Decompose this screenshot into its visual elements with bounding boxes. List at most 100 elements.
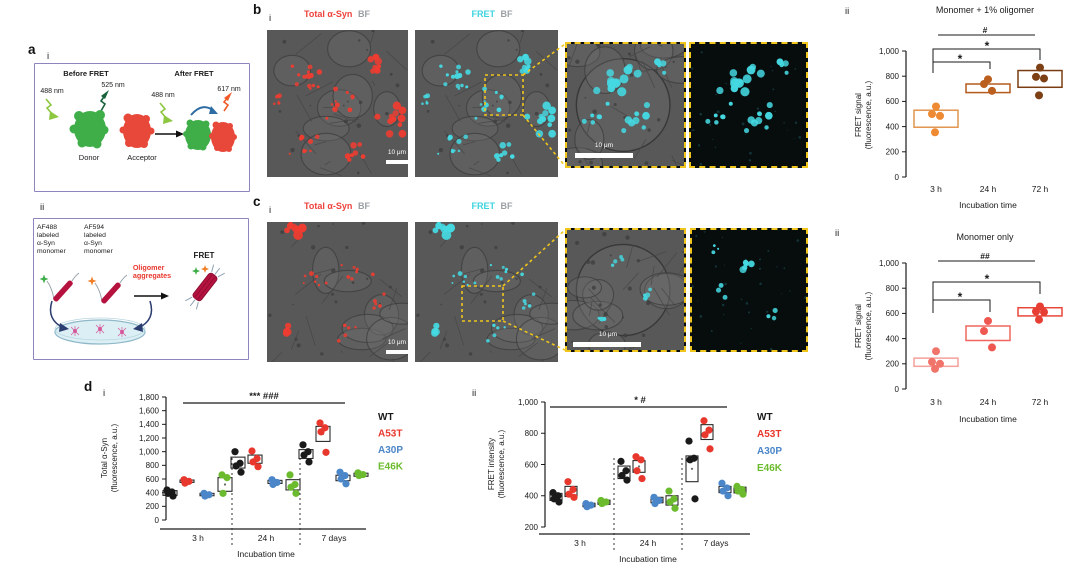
di-y-axis-label: Total α-Syn (fluorescence, a.u.) bbox=[100, 423, 119, 493]
micrograph bbox=[691, 44, 806, 166]
data-point bbox=[690, 454, 698, 462]
fluorescent-punctum bbox=[460, 83, 464, 88]
box bbox=[913, 109, 959, 128]
fluorescent-punctum bbox=[302, 149, 307, 154]
mean-dot bbox=[690, 467, 694, 470]
box bbox=[965, 83, 1011, 94]
fluorescent-punctum bbox=[499, 96, 504, 100]
box bbox=[617, 465, 631, 480]
data-point bbox=[200, 489, 208, 497]
box bbox=[733, 486, 747, 494]
data-point bbox=[724, 492, 732, 500]
mean-dot bbox=[273, 480, 277, 484]
y-tick-label: 1,000 bbox=[139, 447, 160, 456]
data-point bbox=[988, 343, 996, 352]
fluorescent-punctum bbox=[712, 244, 716, 248]
fluorescent-punctum bbox=[711, 250, 716, 255]
fluorescent-punctum bbox=[457, 149, 461, 153]
fret-assay-box bbox=[33, 218, 249, 360]
c-inset-scalebar-text: 10 μm bbox=[598, 331, 618, 338]
fluorescent-punctum bbox=[462, 280, 466, 284]
fluorescent-punctum bbox=[355, 267, 359, 271]
fluorescent-punctum bbox=[747, 260, 755, 268]
bf-label: BF bbox=[500, 201, 513, 211]
fluorescent-punctum bbox=[443, 82, 448, 87]
data-point bbox=[705, 426, 713, 434]
data-point bbox=[928, 110, 936, 118]
fluorescent-punctum bbox=[496, 107, 502, 113]
fret-intensity-timecourse: 200 400 600 800 1,000 3 h 24 h 7 days WT A53T A30P… bbox=[518, 395, 783, 550]
box bbox=[913, 357, 959, 368]
box bbox=[650, 496, 664, 504]
fluorescent-punctum bbox=[315, 274, 319, 279]
data-point bbox=[622, 467, 630, 475]
fluorescent-punctum bbox=[523, 302, 527, 306]
data-point bbox=[633, 467, 641, 475]
data-point bbox=[666, 498, 674, 506]
data-point bbox=[1032, 307, 1040, 316]
legend-WT: WT bbox=[378, 412, 394, 423]
data-point bbox=[236, 459, 244, 467]
data-point bbox=[602, 498, 610, 506]
fluorescent-punctum bbox=[446, 223, 456, 233]
data-point bbox=[223, 474, 231, 482]
box bbox=[217, 477, 233, 492]
data-point bbox=[650, 493, 658, 501]
box bbox=[335, 474, 351, 482]
fluorescent-punctum bbox=[496, 326, 500, 330]
fluorescent-punctum bbox=[388, 113, 394, 119]
fluorescent-punctum bbox=[613, 259, 618, 264]
af594-label: AF594 bbox=[126, 130, 148, 137]
di-x-axis-label: Incubation time bbox=[237, 549, 295, 559]
fluorescent-punctum bbox=[397, 122, 403, 128]
fret-signal-monomer: 0 200 400 600 800 1,000 3 h 24 h 72 h ## * * bbox=[879, 251, 1063, 407]
fluorescent-punctum bbox=[392, 101, 402, 110]
fluorescent-punctum bbox=[346, 275, 351, 279]
b-inset-scalebar-text: 10 μm bbox=[594, 142, 614, 149]
fluorescent-punctum bbox=[398, 129, 407, 138]
panel-b-label: b bbox=[253, 2, 262, 17]
data-point bbox=[201, 492, 209, 500]
fluorescent-punctum bbox=[311, 83, 316, 88]
micrograph bbox=[415, 30, 558, 177]
significance-text: *** ### bbox=[249, 391, 279, 402]
fluorescent-punctum bbox=[372, 299, 377, 303]
data-point bbox=[623, 476, 631, 484]
fluorescent-punctum bbox=[705, 118, 711, 124]
fluorescent-punctum bbox=[354, 326, 357, 329]
y-tick-label: 0 bbox=[155, 516, 160, 525]
c-scalebar-text: 10 μm bbox=[387, 339, 407, 346]
fluorescent-punctum bbox=[772, 307, 778, 314]
fluorescent-punctum bbox=[621, 127, 627, 134]
total-asyn-timecourse: 0 200 400 600 800 1,000 1,200 1,400 1,600 1,800 3 … bbox=[139, 391, 404, 545]
data-point bbox=[931, 364, 939, 373]
data-point bbox=[570, 493, 578, 501]
y-tick-label: 200 bbox=[525, 523, 539, 532]
x-tick-label: 7 days bbox=[703, 538, 728, 548]
mean-dot bbox=[738, 488, 742, 492]
fluorescent-punctum bbox=[360, 154, 366, 159]
fluorescent-punctum bbox=[483, 100, 486, 103]
bii-chart-title: Monomer + 1% oligomer bbox=[935, 5, 1035, 15]
bf-label: BF bbox=[500, 9, 513, 19]
data-point bbox=[671, 504, 679, 512]
y-tick-label: 200 bbox=[886, 360, 900, 369]
fluorescent-punctum bbox=[722, 294, 728, 300]
fluorescent-punctum bbox=[347, 107, 353, 113]
fluorescent-punctum bbox=[352, 150, 359, 156]
fluorescent-punctum bbox=[463, 274, 468, 279]
fluorescent-punctum bbox=[343, 323, 347, 328]
x-tick-label: 3 h bbox=[930, 184, 942, 194]
y-tick-label: 1,000 bbox=[879, 259, 900, 268]
fluorescent-punctum bbox=[606, 69, 615, 77]
box bbox=[665, 495, 679, 506]
fluorescent-punctum bbox=[519, 68, 526, 74]
legend-WT: WT bbox=[757, 412, 773, 423]
y-tick-label: 600 bbox=[886, 309, 900, 318]
fluorescent-punctum bbox=[648, 287, 652, 292]
c-image2-title: FRET BF bbox=[471, 201, 512, 212]
y-tick-label: 800 bbox=[146, 461, 160, 470]
box bbox=[718, 485, 732, 494]
significance-text: # bbox=[983, 25, 988, 35]
data-point bbox=[269, 480, 277, 489]
